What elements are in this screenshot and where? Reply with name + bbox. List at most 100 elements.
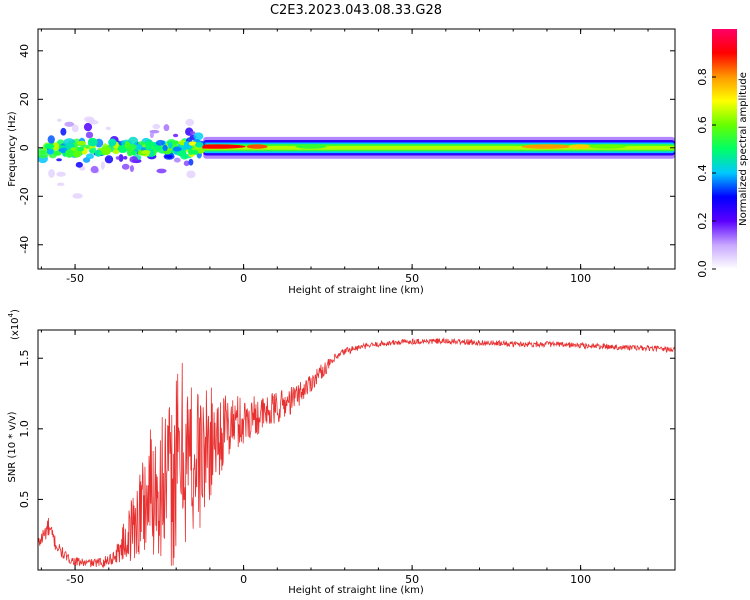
heatmap-hotspot [588,144,627,149]
svg-text:(x104): (x104) [7,309,21,340]
heatmap-cell [189,131,196,135]
heatmap-cell [52,151,62,156]
heatmap-cell [56,158,62,162]
heatmap-cell [162,144,168,152]
figure-title: C2E3.2023.043.08.33.G28 [270,3,442,18]
snr-multiplier-base: (x10 [10,317,21,340]
colorbar-tick-label: 0.8 [696,68,709,86]
heatmap-cell [191,150,199,155]
colorbar-gradient [712,29,737,269]
heatmap-cell [46,148,54,155]
heatmap-cell [44,143,55,149]
y-tick-label: 40 [18,44,31,58]
heatmap-x-ticks: -50 0 50 100 [40,29,649,285]
heatmap-cell [153,145,165,150]
snr-series-line [38,337,675,569]
heatmap-hotspot [246,144,268,149]
heatmap-cell [118,154,124,162]
x-tick-label: 50 [405,272,419,285]
heatmap-cell [186,170,196,179]
colorbar-tick-label: 0.0 [696,260,709,278]
heatmap-hotspot [521,144,573,149]
heatmap-cell [47,135,55,144]
heatmap-cell [56,171,66,177]
heatmap-cell [108,138,117,147]
heatmap-frame [37,28,676,270]
x-tick-label: 0 [240,573,247,586]
heatmap-cell [101,146,112,155]
heatmap-cell [141,150,151,155]
heatmap-cell [52,142,60,151]
heatmap-cell [105,126,111,131]
heatmap-cell [163,124,170,132]
heatmap-cell [144,141,155,147]
heatmap-cell [126,145,134,152]
heatmap-cell [172,140,179,146]
heatmap-cell [64,121,75,127]
snr-y-label: SNR (10 * v/v) [7,411,18,482]
heatmap-cell [75,161,83,168]
heatmap-cell [112,149,120,155]
x-tick-label: 0 [240,272,247,285]
heatmap-cell [115,156,120,160]
snr-background [38,330,675,570]
snr-y-ticks: 0.5 1.0 1.5 [18,349,675,508]
heatmap-cell [149,132,154,139]
heatmap-cell [129,165,135,173]
y-tick-label: 20 [18,92,31,106]
x-tick-label: -50 [66,573,84,586]
heatmap-cell [129,156,138,163]
heatmap-cell [185,118,195,127]
heatmap-cell [164,154,174,159]
y-tick-label: 1.5 [18,349,31,367]
heatmap-cells [38,116,675,199]
heatmap-hotspot [568,144,593,149]
heatmap-cell [85,131,94,139]
colorbar-ticks: 0.0 0.2 0.4 0.6 0.8 [696,68,716,278]
x-tick-label: 100 [570,573,591,586]
heatmap-cell [163,150,172,155]
heatmap-cell [188,158,194,166]
heatmap-x-label: Height of straight line (km) [288,285,424,296]
heatmap-cell [104,155,114,164]
colorbar: 0.0 0.2 0.4 0.6 0.8 Normalized spectral ampl… [696,29,749,278]
heatmap-cell [88,139,98,147]
heatmap-cell [86,153,94,160]
snr-multiplier-close: ) [10,309,21,313]
heatmap-cell [86,118,96,123]
heatmap-cell [176,150,187,157]
heatmap-cell [123,155,128,160]
heatmap-cell [60,127,67,136]
y-tick-label: 0 [18,144,31,151]
heatmap-cell [168,142,173,149]
snr-x-ticks: -50 0 50 100 [40,330,649,586]
heatmap-cell [56,182,65,187]
heatmap-hotspot [295,144,327,149]
heatmap-cell [195,141,204,148]
heatmap-cell [48,169,55,178]
x-tick-label: 50 [405,573,419,586]
heatmap-cell [193,132,204,141]
heatmap-cell [137,141,146,146]
heatmap-cell [172,146,182,152]
heatmap-cell [152,123,161,130]
snr-x-label: Height of straight line (km) [288,585,424,596]
heatmap-cell [100,161,105,170]
y-tick-label: 0.5 [18,491,31,509]
heatmap-cell [156,168,167,174]
heatmap-cell [172,133,179,138]
colorbar-tick-label: 0.2 [696,212,709,230]
heatmap-cell [77,140,86,146]
heatmap-y-label: Frequency (Hz) [7,111,18,187]
y-tick-label: 1.0 [18,420,31,438]
heatmap-cell [71,124,79,133]
colorbar-tick-label: 0.6 [696,116,709,134]
heatmap-y-ticks: 40 20 0 -20 -40 [18,44,675,254]
heatmap-cell [121,163,130,170]
heatmap-cell [72,193,83,199]
y-tick-label: -20 [18,187,31,205]
snr-panel: -50 0 50 100 0.5 1.0 1.5 Height of straight l… [7,309,676,596]
heatmap-cell [65,149,74,158]
heatmap-cell [77,146,84,152]
